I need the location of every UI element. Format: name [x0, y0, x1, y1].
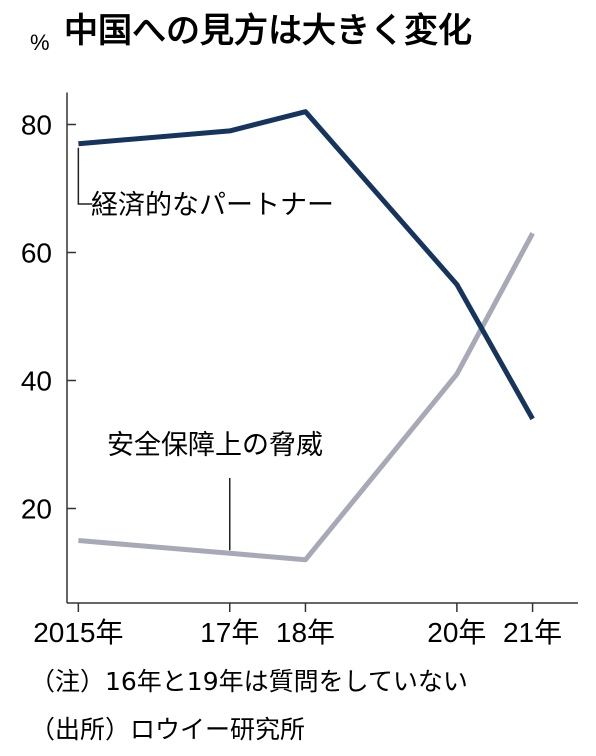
y-axis-unit: % — [30, 30, 50, 55]
x-tick-label: 17年 — [200, 617, 259, 648]
footnote-source: （出所）ロウイー研究所 — [30, 715, 305, 744]
series-layer — [78, 109, 535, 563]
axes: 20 40 60 80 2015年 17年 18年 20年 21年 — [21, 92, 578, 648]
chart-title: 中国への見方は大きく変化 — [64, 11, 472, 51]
y-tick-label: 80 — [21, 110, 52, 141]
y-tick-label: 20 — [21, 494, 52, 525]
x-tick-label: 2015年 — [33, 617, 123, 648]
series-label-economic-partner: 経済的なパートナー — [91, 190, 334, 221]
x-tick-label: 18年 — [276, 617, 335, 648]
y-tick-label: 60 — [21, 238, 52, 269]
x-tick-label: 20年 — [427, 617, 486, 648]
series-label-leader-economic-partner — [77, 147, 93, 205]
series-label-security-threat: 安全保障上の脅威 — [107, 430, 323, 461]
series-line-economic-partner — [78, 109, 535, 421]
x-tick-label: 21年 — [503, 617, 562, 648]
footnote-note: （注）16年と19年は質問をしていない — [30, 667, 468, 696]
series-line-security-threat — [78, 232, 535, 563]
y-tick-label: 40 — [21, 366, 52, 397]
